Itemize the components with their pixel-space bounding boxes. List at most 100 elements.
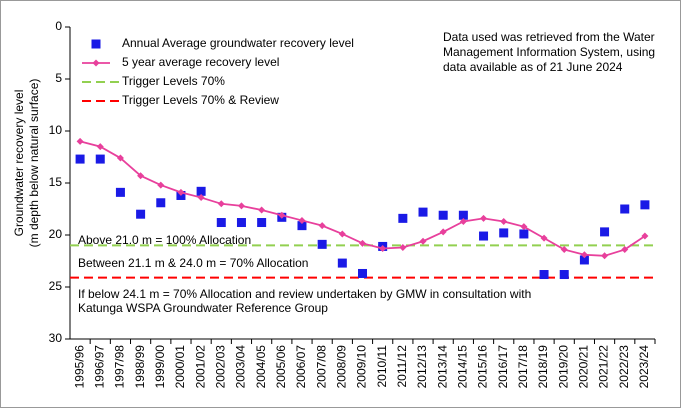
data-point xyxy=(600,227,610,237)
data-point xyxy=(116,154,124,162)
y-axis-label: Groundwater recovery level xyxy=(12,90,26,237)
y-tick-label: 15 xyxy=(49,175,63,189)
legend-label: 5 year average recovery level xyxy=(122,55,279,69)
x-tick-label: 2016/17 xyxy=(496,345,510,389)
x-tick-label: 2023/24 xyxy=(637,345,651,389)
data-point xyxy=(499,228,509,238)
y-tick-label: 0 xyxy=(55,19,62,33)
data-point xyxy=(157,181,165,189)
y-tick-label: 20 xyxy=(49,227,63,241)
x-tick-label: 2012/13 xyxy=(415,345,429,389)
x-tick-label: 2006/07 xyxy=(294,345,308,389)
x-tick-label: 2000/01 xyxy=(173,345,187,389)
data-point xyxy=(196,186,206,196)
note: Data used was retrieved from the Water xyxy=(443,30,655,44)
data-point xyxy=(621,246,629,254)
data-point xyxy=(258,206,266,214)
data-point xyxy=(237,202,245,210)
data-point xyxy=(137,172,145,180)
data-point xyxy=(317,239,327,249)
annotation: Between 21.1 m & 24.0 m = 70% Allocation xyxy=(78,256,308,270)
x-tick-label: 2017/18 xyxy=(516,345,530,389)
data-point xyxy=(236,218,246,228)
x-tick-label: 2002/03 xyxy=(213,345,227,389)
data-point xyxy=(92,59,100,67)
data-point xyxy=(95,154,105,164)
data-point xyxy=(177,188,185,196)
data-point xyxy=(560,246,568,254)
x-tick-label: 2010/11 xyxy=(375,345,389,388)
data-point xyxy=(359,239,366,247)
data-point xyxy=(458,210,468,220)
data-point xyxy=(539,270,549,280)
legend-label: Annual Average groundwater recovery leve… xyxy=(122,36,354,50)
y-tick-label: 30 xyxy=(49,331,63,345)
data-point xyxy=(96,143,104,151)
data-point xyxy=(459,217,467,225)
annotation: Katunga WSPA Groundwater Reference Group xyxy=(78,301,328,315)
x-tick-label: 2011/12 xyxy=(395,345,409,388)
annotation: Above 21.0 m = 100% Allocation xyxy=(78,233,251,247)
y-tick-label: 5 xyxy=(55,71,62,85)
data-point xyxy=(257,218,267,228)
data-point xyxy=(540,234,548,242)
data-point xyxy=(297,221,307,231)
x-tick-label: 2007/08 xyxy=(314,345,328,389)
x-tick-label: 2004/05 xyxy=(254,345,268,389)
data-point xyxy=(358,268,367,278)
data-point xyxy=(399,243,407,251)
x-tick-label: 2019/20 xyxy=(556,345,570,389)
note: Management Information System, using xyxy=(443,45,655,59)
note: data available as of 21 June 2024 xyxy=(443,60,623,74)
data-point xyxy=(601,252,609,260)
data-point xyxy=(216,218,226,228)
data-point xyxy=(620,204,630,214)
legend-label: Trigger Levels 70% & Review xyxy=(122,93,279,107)
x-tick-label: 2001/02 xyxy=(193,345,207,389)
y-tick-label: 25 xyxy=(49,279,63,293)
data-point xyxy=(298,216,306,224)
data-point xyxy=(338,230,346,238)
data-point xyxy=(579,255,589,265)
x-tick-label: 2008/09 xyxy=(334,345,348,389)
data-point xyxy=(76,137,84,145)
data-point xyxy=(217,200,225,208)
x-tick-label: 1999/00 xyxy=(153,345,167,389)
data-point xyxy=(398,213,408,223)
data-point xyxy=(278,211,286,219)
legend-box xyxy=(76,32,406,114)
y-axis-label: (m depth below natural surface) xyxy=(27,79,41,248)
data-point xyxy=(337,258,347,268)
x-tick-label: 2009/10 xyxy=(355,345,369,389)
y-tick-label: 10 xyxy=(49,123,63,137)
x-tick-label: 2018/19 xyxy=(536,345,550,389)
annotation: If below 24.1 m = 70% Allocation and rev… xyxy=(78,287,531,301)
data-point xyxy=(419,237,427,245)
data-point xyxy=(520,223,528,231)
data-point xyxy=(641,232,649,240)
x-tick-label: 1997/98 xyxy=(113,345,127,389)
data-point xyxy=(197,194,205,202)
x-tick-label: 1996/97 xyxy=(92,345,106,389)
x-tick-label: 2015/16 xyxy=(476,345,490,389)
data-point xyxy=(640,200,650,210)
x-tick-label: 2014/15 xyxy=(456,345,470,389)
x-tick-label: 1998/99 xyxy=(133,345,147,389)
legend-label: Trigger Levels 70% xyxy=(122,74,225,88)
data-point xyxy=(580,251,588,259)
data-point xyxy=(559,270,569,280)
x-tick-label: 2013/14 xyxy=(435,345,449,389)
x-tick-label: 2022/23 xyxy=(617,345,631,389)
data-point xyxy=(115,187,125,197)
data-point xyxy=(439,228,447,236)
data-point xyxy=(418,207,428,217)
data-point xyxy=(75,154,85,164)
x-tick-label: 2021/22 xyxy=(597,345,611,389)
data-point xyxy=(318,222,326,230)
x-tick-label: 2020/21 xyxy=(577,345,591,389)
x-tick-label: 2003/04 xyxy=(234,345,248,389)
data-point xyxy=(480,214,488,222)
data-point xyxy=(500,217,508,225)
